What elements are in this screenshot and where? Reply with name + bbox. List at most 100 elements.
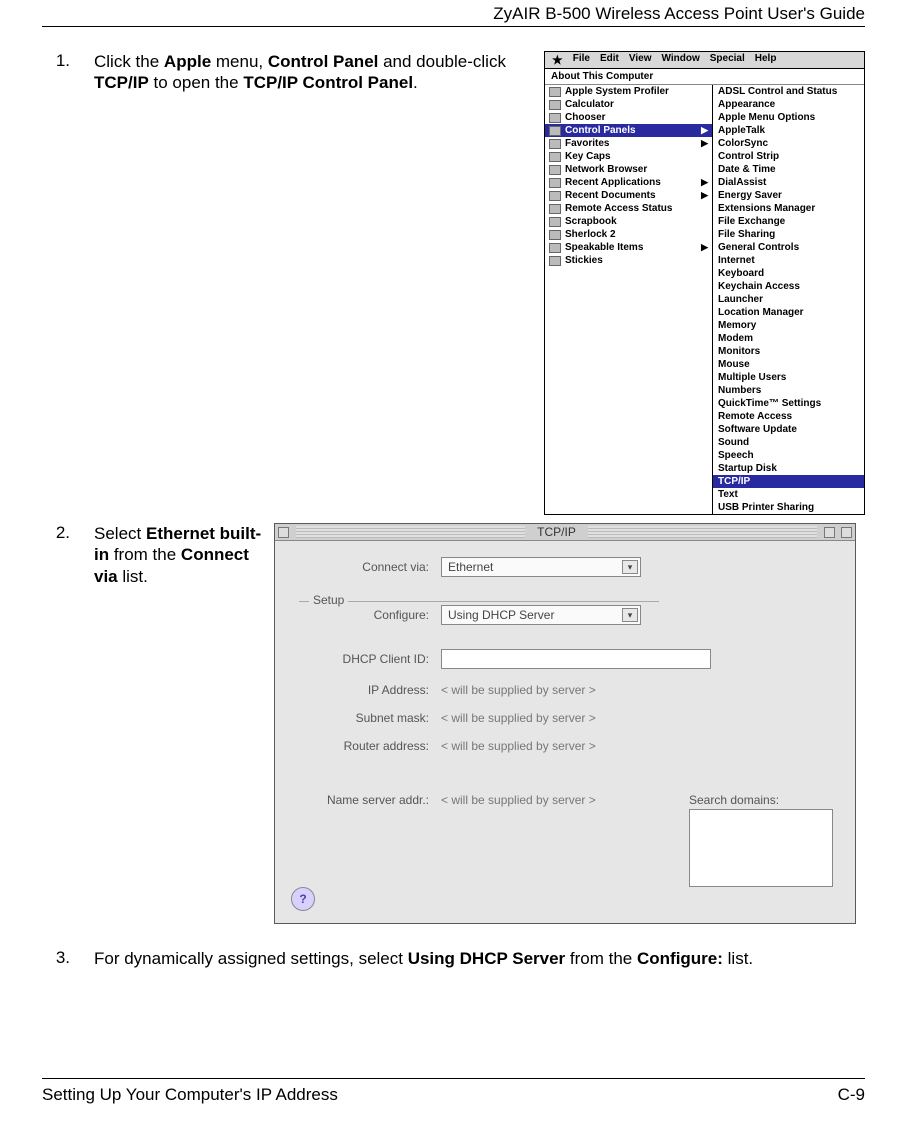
help-icon[interactable]: ?: [291, 887, 315, 911]
apple-menu-item[interactable]: Remote Access Status: [545, 202, 712, 215]
menu-file[interactable]: File: [568, 53, 595, 67]
control-panel-item[interactable]: Modem: [713, 332, 864, 345]
menu-help[interactable]: Help: [750, 53, 782, 67]
app-icon: [549, 230, 561, 240]
control-panel-item[interactable]: Appearance: [713, 98, 864, 111]
control-panel-item[interactable]: Memory: [713, 319, 864, 332]
app-icon: [549, 178, 561, 188]
app-icon: [549, 204, 561, 214]
apple-icon[interactable]: ★: [547, 53, 568, 67]
control-panel-item[interactable]: Control Strip: [713, 150, 864, 163]
submenu-arrow-icon: ▶: [701, 190, 708, 201]
apple-menu-item[interactable]: Speakable Items▶: [545, 241, 712, 254]
control-panel-item[interactable]: Apple Menu Options: [713, 111, 864, 124]
app-icon: [549, 87, 561, 97]
apple-menu-item[interactable]: Sherlock 2: [545, 228, 712, 241]
menu-item-label: Key Caps: [565, 151, 611, 162]
menu-item-label: Control Panels: [565, 125, 636, 136]
control-panel-item[interactable]: Software Update: [713, 423, 864, 436]
setup-divider: [299, 601, 659, 602]
control-panel-item[interactable]: General Controls: [713, 241, 864, 254]
control-panel-item[interactable]: QuickTime™ Settings: [713, 397, 864, 410]
collapse-box-icon[interactable]: [841, 527, 852, 538]
menubar: ★ File Edit View Window Special Help: [545, 52, 864, 69]
menu-special[interactable]: Special: [705, 53, 750, 67]
control-panel-item[interactable]: Monitors: [713, 345, 864, 358]
apple-menu-item[interactable]: Control Panels ▶: [545, 124, 712, 137]
step-3-row: 3. For dynamically assigned settings, se…: [42, 948, 865, 969]
apple-menu-item[interactable]: Recent Documents▶: [545, 189, 712, 202]
t: .: [413, 73, 418, 92]
about-this-computer[interactable]: About This Computer: [545, 69, 864, 85]
control-panel-item[interactable]: File Exchange: [713, 215, 864, 228]
control-panel-item[interactable]: Keychain Access: [713, 280, 864, 293]
apple-menu-item[interactable]: Key Caps: [545, 150, 712, 163]
tcpip-title-text: TCP/IP: [529, 525, 584, 539]
menu-item-label: Remote Access Status: [565, 203, 672, 214]
tcpip-window: TCP/IP Connect via: Ethernet ▾ Setup: [274, 523, 856, 924]
control-panel-item[interactable]: ColorSync: [713, 137, 864, 150]
footer-right: C-9: [838, 1085, 865, 1105]
menu-item-label: Sherlock 2: [565, 229, 616, 240]
control-panel-item[interactable]: DialAssist: [713, 176, 864, 189]
search-domains-input[interactable]: [689, 809, 833, 887]
zoom-box-icon[interactable]: [824, 527, 835, 538]
app-icon: [549, 191, 561, 201]
control-panel-item[interactable]: Startup Disk: [713, 462, 864, 475]
t: Select: [94, 524, 146, 543]
control-panel-item[interactable]: Date & Time: [713, 163, 864, 176]
control-panel-item[interactable]: Speech: [713, 449, 864, 462]
close-box-icon[interactable]: [278, 527, 289, 538]
connect-via-select[interactable]: Ethernet ▾: [441, 557, 641, 577]
apple-menu-item[interactable]: Recent Applications▶: [545, 176, 712, 189]
footer-left: Setting Up Your Computer's IP Address: [42, 1085, 338, 1105]
control-panel-item[interactable]: Launcher: [713, 293, 864, 306]
control-panel-item[interactable]: TCP/IP: [713, 475, 864, 488]
menu-item-label: Scrapbook: [565, 216, 617, 227]
t: from the: [109, 545, 181, 564]
dhcp-client-id-input[interactable]: [441, 649, 711, 669]
control-panel-item[interactable]: Text: [713, 488, 864, 501]
search-domains-label: Search domains:: [689, 793, 833, 807]
menu-item-label: Calculator: [565, 99, 614, 110]
search-domains-box: Search domains:: [689, 793, 833, 887]
t: list.: [118, 567, 148, 586]
tcpip-body: Connect via: Ethernet ▾ Setup Configure:…: [275, 541, 855, 923]
submenu-arrow-icon: ▶: [701, 125, 708, 136]
step-1-text: Click the Apple menu, Control Panel and …: [94, 51, 532, 94]
apple-menu: Apple System ProfilerCalculatorChooserCo…: [545, 85, 713, 514]
control-panel-item[interactable]: AppleTalk: [713, 124, 864, 137]
step-2-number: 2.: [42, 523, 70, 587]
apple-menu-item[interactable]: Favorites▶: [545, 137, 712, 150]
control-panel-item[interactable]: Sound: [713, 436, 864, 449]
apple-menu-item[interactable]: Network Browser: [545, 163, 712, 176]
router-address-label: Router address:: [291, 739, 441, 753]
control-panel-item[interactable]: Keyboard: [713, 267, 864, 280]
menu-edit[interactable]: Edit: [595, 53, 624, 67]
subnet-mask-value: < will be supplied by server >: [441, 711, 596, 725]
submenu-arrow-icon: ▶: [701, 177, 708, 188]
control-panels-menu: ADSL Control and StatusAppearanceApple M…: [713, 85, 864, 514]
control-panel-item[interactable]: ADSL Control and Status: [713, 85, 864, 98]
apple-menu-item[interactable]: Apple System Profiler: [545, 85, 712, 98]
apple-menu-item[interactable]: Scrapbook: [545, 215, 712, 228]
control-panel-item[interactable]: Remote Access: [713, 410, 864, 423]
menu-window[interactable]: Window: [657, 53, 705, 67]
control-panel-item[interactable]: Internet: [713, 254, 864, 267]
menu-item-label: Speakable Items: [565, 242, 643, 253]
control-panel-item[interactable]: USB Printer Sharing: [713, 501, 864, 514]
step-2-text: Select Ethernet built-in from the Connec…: [94, 523, 262, 587]
control-panel-item[interactable]: Multiple Users: [713, 371, 864, 384]
control-panel-item[interactable]: Location Manager: [713, 306, 864, 319]
control-panel-item[interactable]: Energy Saver: [713, 189, 864, 202]
router-address-value: < will be supplied by server >: [441, 739, 596, 753]
apple-menu-item[interactable]: Stickies: [545, 254, 712, 267]
control-panel-item[interactable]: File Sharing: [713, 228, 864, 241]
apple-menu-item[interactable]: Calculator: [545, 98, 712, 111]
control-panel-item[interactable]: Numbers: [713, 384, 864, 397]
apple-menu-item[interactable]: Chooser: [545, 111, 712, 124]
control-panel-item[interactable]: Mouse: [713, 358, 864, 371]
control-panel-item[interactable]: Extensions Manager: [713, 202, 864, 215]
menu-view[interactable]: View: [624, 53, 657, 67]
configure-select[interactable]: Using DHCP Server ▾: [441, 605, 641, 625]
